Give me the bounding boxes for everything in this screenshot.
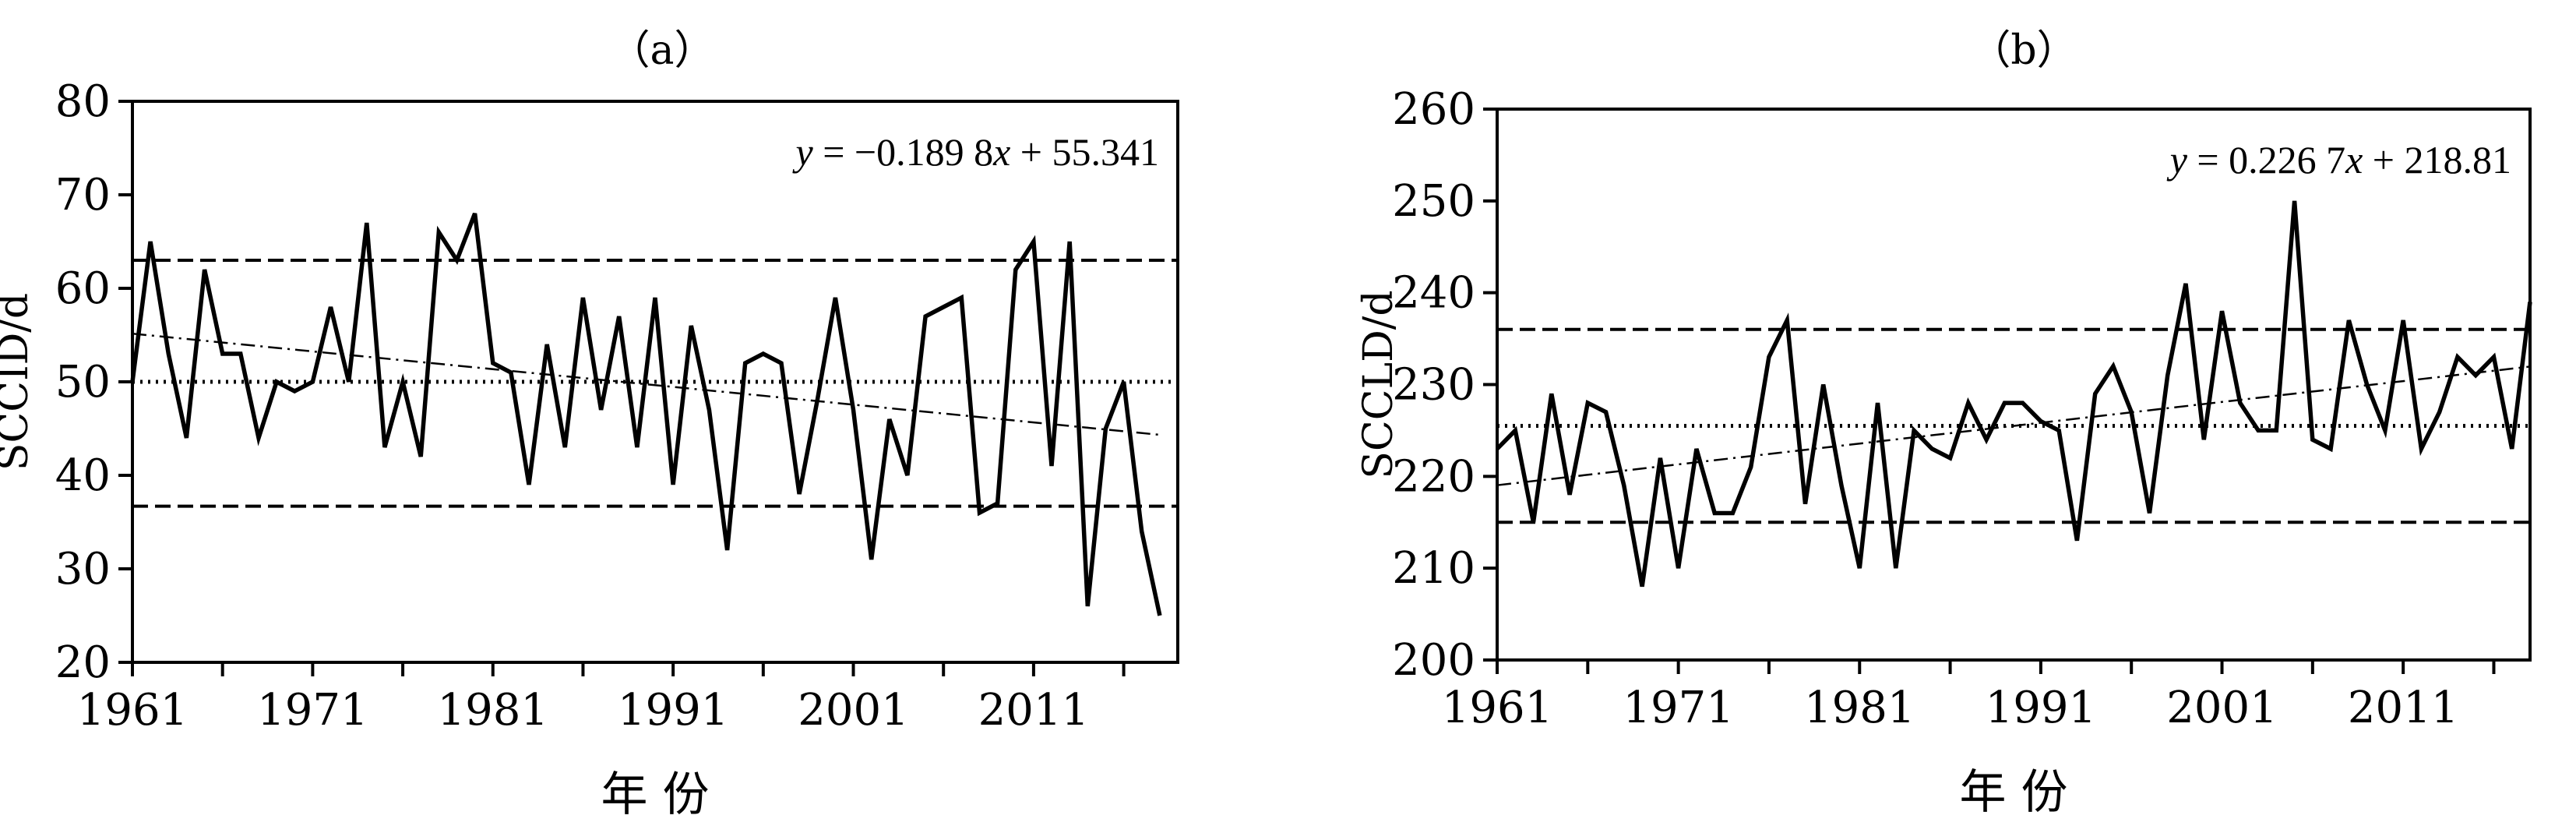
- x-tick-label: 2011: [978, 685, 1090, 736]
- panel-a: （a） 20 30 40 50 60 70 80 1961 1971 1981 1991 2001 201…: [0, 27, 1179, 822]
- x-tick-label: 2001: [2166, 683, 2278, 733]
- x-tick-label: 1991: [1986, 683, 2097, 733]
- y-tick-label: 200: [1392, 635, 1475, 686]
- equation-x: x: [992, 130, 1010, 174]
- series-line: [130, 213, 1162, 616]
- y-tick-label: 210: [1392, 543, 1475, 594]
- x-tick-label: 1981: [1804, 683, 1915, 733]
- y-tick-label: 250: [1392, 176, 1475, 227]
- x-tick-label: 1961: [77, 685, 189, 736]
- y-tick-label: 240: [1392, 268, 1475, 319]
- x-tick-label: 1961: [1442, 683, 1553, 733]
- x-axis-title: 年 份: [1959, 765, 2067, 820]
- x-tick-label: 2001: [798, 685, 909, 736]
- y-tick-label: 70: [55, 170, 111, 221]
- x-tick-label: 1971: [1623, 683, 1734, 733]
- y-tick-label: 230: [1392, 360, 1475, 411]
- y-tick-label: 40: [55, 450, 111, 501]
- equation-rest: = −0.189 8: [813, 130, 993, 174]
- y-tick-label: 50: [55, 357, 111, 408]
- x-axis-title: 年 份: [601, 768, 709, 822]
- equation-tail: + 55.341: [1010, 130, 1159, 174]
- y-tick-label: 260: [1392, 84, 1475, 135]
- regression-equation: y = −0.189 8x + 55.341: [791, 130, 1159, 174]
- x-tick-label: 1981: [438, 685, 549, 736]
- y-tick-label: 60: [55, 263, 111, 314]
- y-tick-label: 80: [55, 76, 111, 127]
- panel-label: （b）: [1970, 27, 2077, 74]
- y-tick-label: 30: [55, 544, 111, 595]
- series-line: [1496, 200, 2532, 588]
- trend-line: [1496, 365, 2531, 486]
- equation-prefix: y: [791, 130, 813, 174]
- x-tick-label: 1971: [257, 685, 368, 736]
- trend-line: [132, 332, 1160, 436]
- x-tick-label: 2011: [2348, 683, 2459, 733]
- x-tick-label: 1991: [618, 685, 729, 736]
- equation-rest: = 0.226 7: [2187, 138, 2345, 182]
- y-tick-label: 20: [55, 637, 111, 688]
- panel-b: （b） 200 210 220 230 240 250 260 1961 1971 1981 1991…: [1355, 27, 2532, 820]
- panel-label: （a）: [609, 27, 714, 74]
- equation-x: x: [2345, 138, 2363, 182]
- y-axis-title: SCCLD/d: [1355, 290, 1402, 478]
- equation-tail: + 218.81: [2363, 138, 2511, 182]
- y-axis-title: SCCID/d: [0, 293, 37, 471]
- regression-equation: y = 0.226 7x + 218.81: [2166, 138, 2511, 182]
- y-tick-label: 220: [1392, 451, 1475, 502]
- equation-prefix: y: [2166, 138, 2188, 182]
